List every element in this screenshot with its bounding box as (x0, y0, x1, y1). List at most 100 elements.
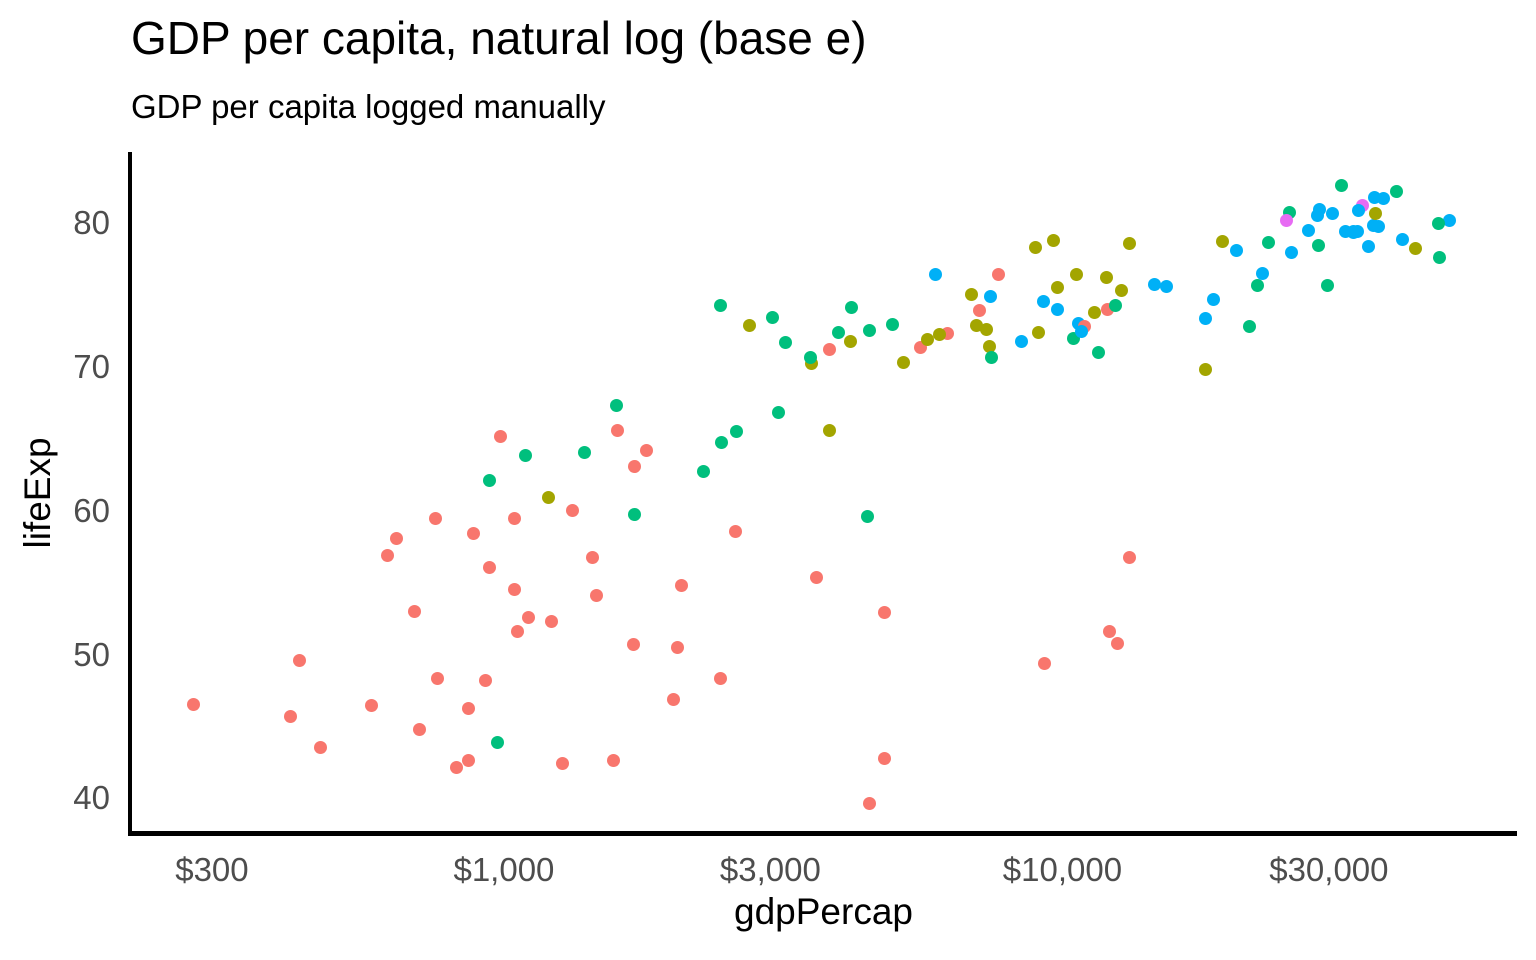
data-point (810, 571, 824, 585)
data-point (860, 510, 874, 524)
data-point (483, 561, 497, 575)
data-point (964, 288, 978, 302)
data-point (1215, 234, 1229, 248)
data-point (843, 335, 857, 348)
x-axis-tick-label: $3,000 (719, 851, 821, 888)
data-point (1074, 324, 1088, 338)
data-point (1371, 219, 1385, 233)
data-point (1070, 268, 1084, 282)
data-point (1301, 223, 1315, 237)
data-point (1092, 346, 1106, 360)
data-point (1198, 362, 1212, 376)
data-point (545, 614, 559, 628)
data-point (413, 723, 426, 737)
data-point (1326, 207, 1340, 221)
data-point (972, 303, 986, 317)
x-axis-tick-label: $300 (175, 851, 249, 888)
data-point (729, 524, 743, 538)
data-point (980, 323, 994, 337)
data-point (627, 459, 641, 473)
y-axis-tick-label: 70 (73, 348, 110, 386)
data-point (461, 754, 475, 768)
data-point (778, 335, 792, 349)
data-point (969, 318, 983, 332)
y-axis-tick-label: 40 (73, 779, 110, 817)
data-point (844, 300, 858, 314)
data-point (566, 503, 580, 517)
data-point (494, 429, 508, 443)
x-axis-tick-label: $30,000 (1269, 851, 1389, 888)
data-point (804, 350, 818, 364)
data-point (984, 351, 998, 365)
data-point (831, 325, 845, 339)
data-point (1311, 239, 1325, 253)
data-point (1037, 657, 1051, 671)
data-point (1123, 550, 1137, 564)
data-point (1432, 216, 1445, 230)
data-point (467, 526, 481, 540)
data-point (667, 692, 681, 706)
data-point (586, 550, 600, 564)
data-point (518, 449, 532, 463)
data-point (292, 653, 306, 667)
data-point (389, 532, 403, 546)
data-point (1099, 271, 1113, 285)
data-point (283, 709, 297, 723)
data-point (771, 406, 785, 420)
data-point (984, 290, 998, 304)
data-point (381, 548, 395, 562)
data-point (1261, 236, 1275, 250)
data-point (1207, 293, 1221, 307)
data-point (1050, 302, 1064, 316)
data-point (1088, 306, 1102, 320)
data-point (920, 333, 934, 347)
data-point (1243, 320, 1257, 334)
plot-title: GDP per capita, natural log (base e) (131, 12, 867, 64)
data-point (1111, 637, 1125, 651)
data-point (626, 638, 640, 652)
data-point (1250, 279, 1264, 293)
data-point (1115, 283, 1129, 297)
data-point (983, 339, 997, 353)
data-point (822, 424, 836, 438)
data-point (878, 605, 892, 619)
data-point (555, 757, 569, 771)
data-point (407, 605, 421, 619)
y-axis-tick-label: 60 (73, 491, 110, 529)
data-point (765, 311, 779, 324)
data-point (1160, 280, 1174, 294)
data-point (640, 444, 654, 458)
plot-subtitle: GDP per capita logged manually (131, 88, 606, 125)
data-point (483, 474, 497, 488)
data-point (186, 698, 200, 712)
data-point (430, 671, 444, 685)
data-point (541, 490, 555, 504)
data-point (715, 436, 728, 450)
data-point (611, 424, 625, 438)
data-point (713, 671, 727, 685)
data-point (1230, 243, 1244, 257)
data-point (1443, 213, 1457, 227)
data-point (1432, 251, 1446, 265)
data-point (863, 323, 877, 337)
data-point (929, 267, 943, 281)
x-axis-tick-label: $10,000 (1002, 851, 1123, 888)
data-point (1368, 207, 1382, 221)
data-point (1279, 213, 1293, 227)
data-point (1396, 232, 1410, 246)
data-point (577, 445, 591, 459)
data-point (314, 741, 328, 755)
data-point (670, 641, 684, 655)
x-axis-tick-label: $1,000 (453, 851, 555, 888)
data-point (885, 317, 899, 331)
data-point (628, 507, 642, 521)
data-point (1109, 299, 1123, 313)
y-axis-tick-label: 50 (73, 635, 110, 673)
data-point (713, 299, 727, 313)
data-point (1037, 294, 1051, 308)
plot-panel (130, 152, 1517, 833)
data-point (1198, 312, 1212, 326)
data-point (1361, 240, 1375, 254)
data-point (507, 583, 521, 597)
data-point (1028, 241, 1042, 255)
